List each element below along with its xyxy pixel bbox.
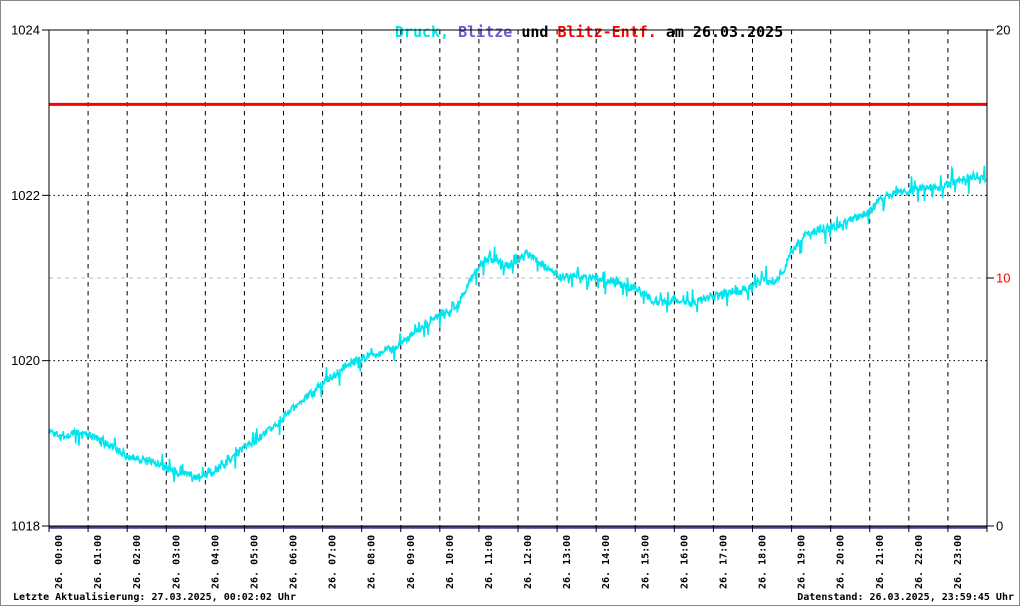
y-right-tick-label: 20: [996, 23, 1010, 38]
x-axis-tick-label: 26. 01:00: [93, 535, 104, 589]
x-axis-tick-label: 26. 15:00: [640, 535, 651, 589]
x-axis-tick-label: 26. 21:00: [875, 535, 886, 589]
x-axis-tick-label: 26. 23:00: [953, 535, 964, 589]
x-axis-tick-label: 26. 14:00: [601, 535, 612, 589]
x-axis-tick-label: 26. 05:00: [249, 535, 260, 589]
x-axis-tick-label: 26. 11:00: [484, 535, 495, 589]
y-right-tick-label: 0: [996, 519, 1003, 534]
title-part-blitzentf: Blitz-Entf.: [557, 23, 657, 41]
druck-series-path: [48, 165, 987, 483]
y-left-tick-label: 1024: [11, 23, 40, 38]
y-right-tick-label: 10: [996, 271, 1010, 286]
title-part-und: und: [512, 23, 558, 41]
x-axis-tick-label: 26. 18:00: [758, 535, 769, 589]
x-axis-tick-label: 26. 00:00: [54, 535, 65, 589]
x-axis-tick-label: 26. 06:00: [289, 535, 300, 589]
x-axis-tick-label: 26. 04:00: [210, 535, 221, 589]
x-axis-tick-label: 26. 10:00: [445, 535, 456, 589]
y-left-tick-label: 1018: [11, 519, 40, 534]
y-left-tick-label: 1022: [11, 188, 40, 203]
chart-title: Druck, Blitze und Blitz-Entf. am 26.03.2…: [1, 5, 1019, 59]
x-axis-tick-label: 26. 22:00: [914, 535, 925, 589]
x-axis-tick-label: 26. 20:00: [836, 535, 847, 589]
x-axis-tick-label: 26. 13:00: [562, 535, 573, 589]
x-axis-tick-label: 26. 08:00: [367, 535, 378, 589]
x-axis-tick-label: 26. 19:00: [797, 535, 808, 589]
last-update-text: Letzte Aktualisierung: 27.03.2025, 00:02…: [13, 592, 296, 603]
x-axis-tick-label: 26. 16:00: [679, 535, 690, 589]
x-axis-tick-label: 26. 17:00: [718, 535, 729, 589]
title-part-date: am 26.03.2025: [656, 23, 784, 41]
data-state-text: Datenstand: 26.03.2025, 23:59:45 Uhr: [797, 592, 1014, 603]
title-part-druck: Druck,: [394, 23, 450, 41]
x-axis-tick-label: 26. 03:00: [171, 535, 182, 589]
x-axis-tick-label: 26. 09:00: [406, 535, 417, 589]
x-axis-tick-label: 26. 07:00: [328, 535, 339, 589]
chart-canvas: 1018 1020 1022 1024 0 10 20 26. 00:00 26. 01:00 2…: [1, 1, 1019, 595]
x-axis-tick-label: 26. 12:00: [523, 535, 534, 589]
x-axis-tick-label: 26. 02:00: [132, 535, 143, 589]
title-part-blitze: Blitze: [449, 23, 513, 41]
y-left-tick-label: 1020: [11, 353, 40, 368]
